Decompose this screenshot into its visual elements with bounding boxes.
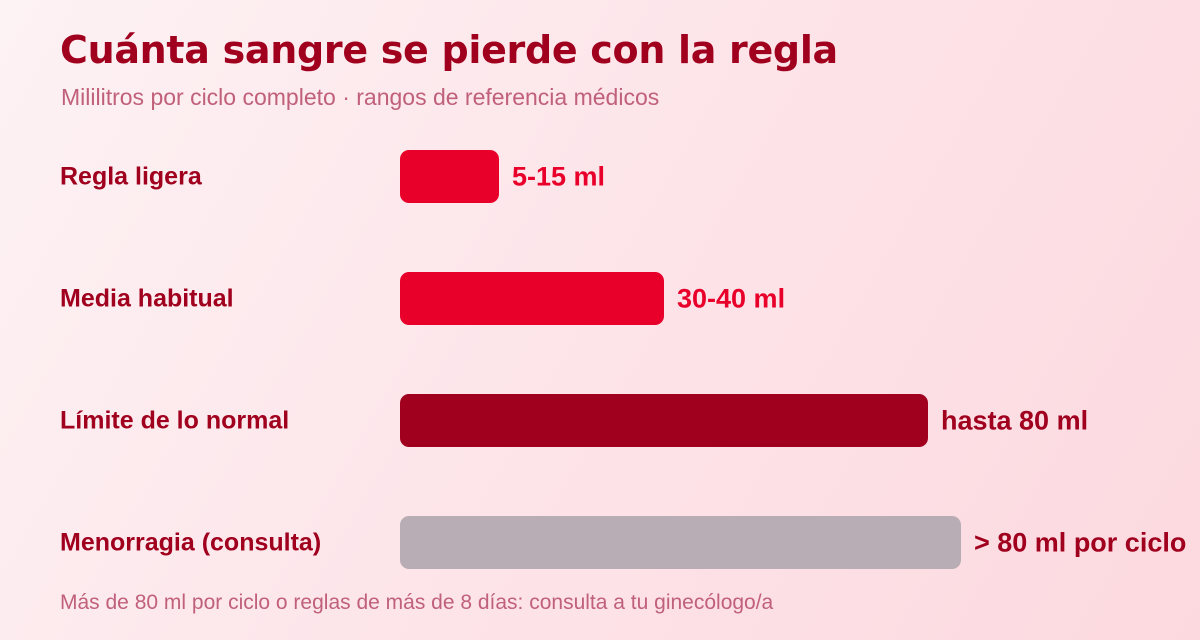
category-label: Límite de lo normal <box>60 407 289 435</box>
value-label: 5-15 ml <box>512 162 605 192</box>
bar <box>400 272 664 325</box>
bar <box>400 516 961 569</box>
value-label: 30-40 ml <box>677 284 785 314</box>
bar <box>400 150 499 203</box>
bar <box>400 394 928 447</box>
chart-subtitle: Mililitros por ciclo completo · rangos d… <box>61 84 660 110</box>
category-label: Media habitual <box>60 285 234 313</box>
value-label: hasta 80 ml <box>941 406 1088 436</box>
value-label: > 80 ml por ciclo <box>974 528 1186 558</box>
chart-title: Cuánta sangre se pierde con la regla <box>60 28 838 72</box>
footnote: Más de 80 ml por ciclo o reglas de más d… <box>60 591 774 614</box>
category-label: Menorragia (consulta) <box>60 529 321 557</box>
category-label: Regla ligera <box>60 163 203 191</box>
